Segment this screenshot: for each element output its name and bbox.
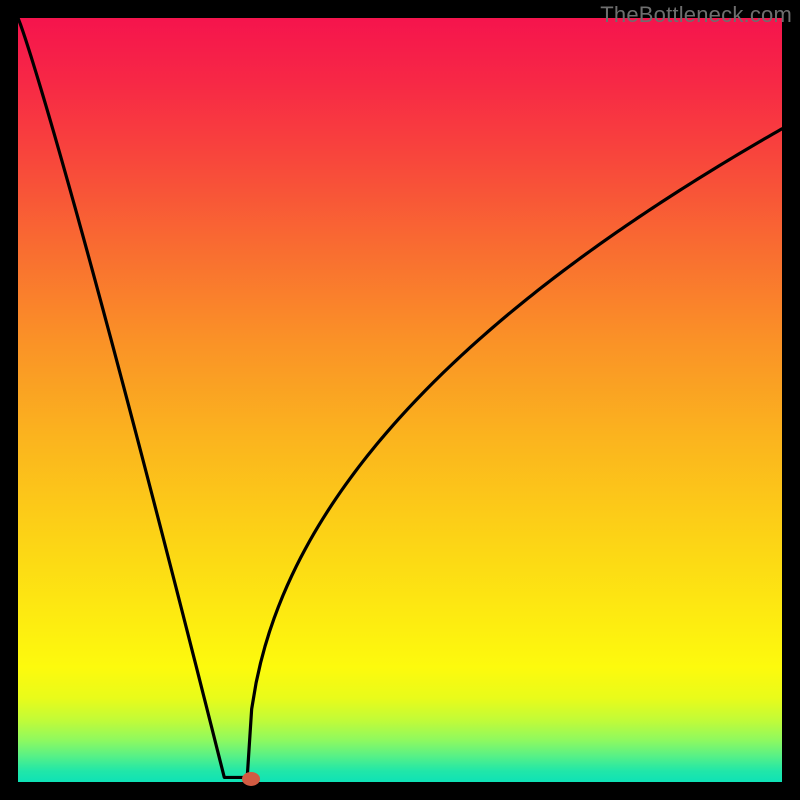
optimal-point-marker bbox=[242, 772, 260, 786]
gradient-background bbox=[18, 18, 782, 782]
bottleneck-chart-svg bbox=[0, 0, 800, 800]
watermark-label: TheBottleneck.com bbox=[600, 2, 792, 28]
chart-root: TheBottleneck.com bbox=[0, 0, 800, 800]
